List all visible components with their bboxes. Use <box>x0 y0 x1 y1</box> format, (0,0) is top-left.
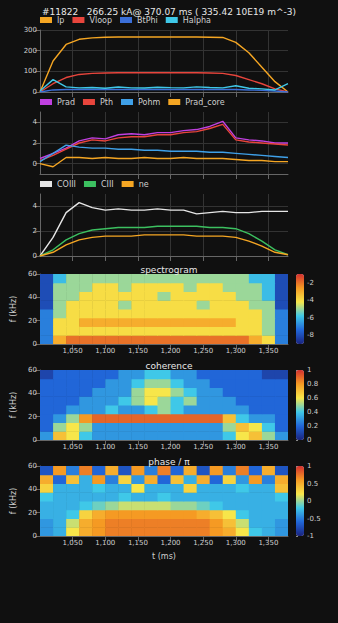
svg-text:1,250: 1,250 <box>193 347 213 355</box>
svg-text:0: 0 <box>307 497 311 505</box>
svg-text:1,150: 1,150 <box>128 539 148 547</box>
svg-text:0.6: 0.6 <box>307 394 319 402</box>
svg-text:-8: -8 <box>307 331 314 339</box>
svg-text:0: 0 <box>33 340 37 348</box>
svg-text:f (kHz): f (kHz) <box>9 296 18 322</box>
svg-text:coherence: coherence <box>146 361 193 371</box>
svg-text:0.2: 0.2 <box>307 422 318 430</box>
svg-text:t (ms): t (ms) <box>152 552 176 561</box>
svg-text:1,100: 1,100 <box>95 347 115 355</box>
svg-text:CIII: CIII <box>101 180 114 189</box>
svg-text:0: 0 <box>33 532 37 540</box>
svg-text:-4: -4 <box>307 296 315 304</box>
svg-text:0.8: 0.8 <box>307 380 318 388</box>
svg-text:Prad: Prad <box>57 98 75 107</box>
svg-text:40: 40 <box>28 485 37 493</box>
svg-text:#11822 266.25 kA@ 370.07 ms: #11822 266.25 kA@ 370.07 ms ( 335.42 10E… <box>42 7 296 17</box>
svg-text:0.5: 0.5 <box>307 480 318 488</box>
svg-text:1,350: 1,350 <box>258 347 278 355</box>
svg-text:f (kHz): f (kHz) <box>9 392 18 418</box>
svg-text:20: 20 <box>28 413 37 421</box>
svg-text:1,300: 1,300 <box>226 539 246 547</box>
svg-text:Vloop: Vloop <box>89 16 112 25</box>
svg-text:1,050: 1,050 <box>63 443 83 451</box>
svg-text:60: 60 <box>28 462 37 470</box>
svg-text:1,100: 1,100 <box>95 539 115 547</box>
svg-text:1,050: 1,050 <box>63 539 83 547</box>
svg-text:1,100: 1,100 <box>95 443 115 451</box>
svg-text:100: 100 <box>24 67 37 75</box>
svg-text:40: 40 <box>28 389 37 397</box>
svg-text:0: 0 <box>33 160 37 168</box>
svg-text:1,200: 1,200 <box>161 539 181 547</box>
svg-text:0: 0 <box>33 436 37 444</box>
svg-text:Pth: Pth <box>100 98 113 107</box>
svg-text:1,250: 1,250 <box>193 539 213 547</box>
svg-text:-2: -2 <box>307 279 314 287</box>
svg-text:200: 200 <box>24 47 37 55</box>
svg-text:2: 2 <box>33 139 37 147</box>
svg-text:1: 1 <box>307 366 311 374</box>
svg-text:spectrogram: spectrogram <box>140 265 197 275</box>
svg-text:0: 0 <box>33 88 37 96</box>
svg-text:1,150: 1,150 <box>128 347 148 355</box>
svg-text:ne: ne <box>139 180 149 189</box>
svg-text:-6: -6 <box>307 314 315 322</box>
svg-text:-0.5: -0.5 <box>307 515 321 523</box>
svg-text:1,300: 1,300 <box>226 443 246 451</box>
svg-text:2: 2 <box>33 227 37 235</box>
svg-text:1,150: 1,150 <box>128 443 148 451</box>
svg-text:4: 4 <box>33 202 38 210</box>
svg-text:4: 4 <box>33 118 38 126</box>
svg-text:0.4: 0.4 <box>307 408 319 416</box>
svg-text:-1: -1 <box>307 532 314 540</box>
svg-text:1,250: 1,250 <box>193 443 213 451</box>
svg-text:BtPhi: BtPhi <box>137 16 158 25</box>
svg-text:1: 1 <box>307 462 311 470</box>
svg-text:0: 0 <box>33 252 37 260</box>
svg-text:phase / π: phase / π <box>148 457 190 467</box>
svg-text:f (kHz): f (kHz) <box>9 488 18 514</box>
svg-text:Prad_core: Prad_core <box>185 98 224 107</box>
svg-text:1,350: 1,350 <box>258 443 278 451</box>
svg-text:1,050: 1,050 <box>63 347 83 355</box>
svg-text:COIII: COIII <box>57 180 76 189</box>
svg-text:1,300: 1,300 <box>226 347 246 355</box>
svg-text:1,350: 1,350 <box>258 539 278 547</box>
svg-text:60: 60 <box>28 366 37 374</box>
svg-text:Pohm: Pohm <box>138 98 161 107</box>
svg-text:60: 60 <box>28 270 37 278</box>
svg-text:300: 300 <box>24 26 37 34</box>
svg-text:20: 20 <box>28 317 37 325</box>
svg-text:Halpha: Halpha <box>183 16 211 25</box>
svg-text:40: 40 <box>28 293 37 301</box>
svg-text:20: 20 <box>28 509 37 517</box>
svg-text:1,200: 1,200 <box>161 443 181 451</box>
svg-text:1,200: 1,200 <box>161 347 181 355</box>
svg-text:Ip: Ip <box>57 16 64 25</box>
svg-text:0: 0 <box>307 436 311 444</box>
